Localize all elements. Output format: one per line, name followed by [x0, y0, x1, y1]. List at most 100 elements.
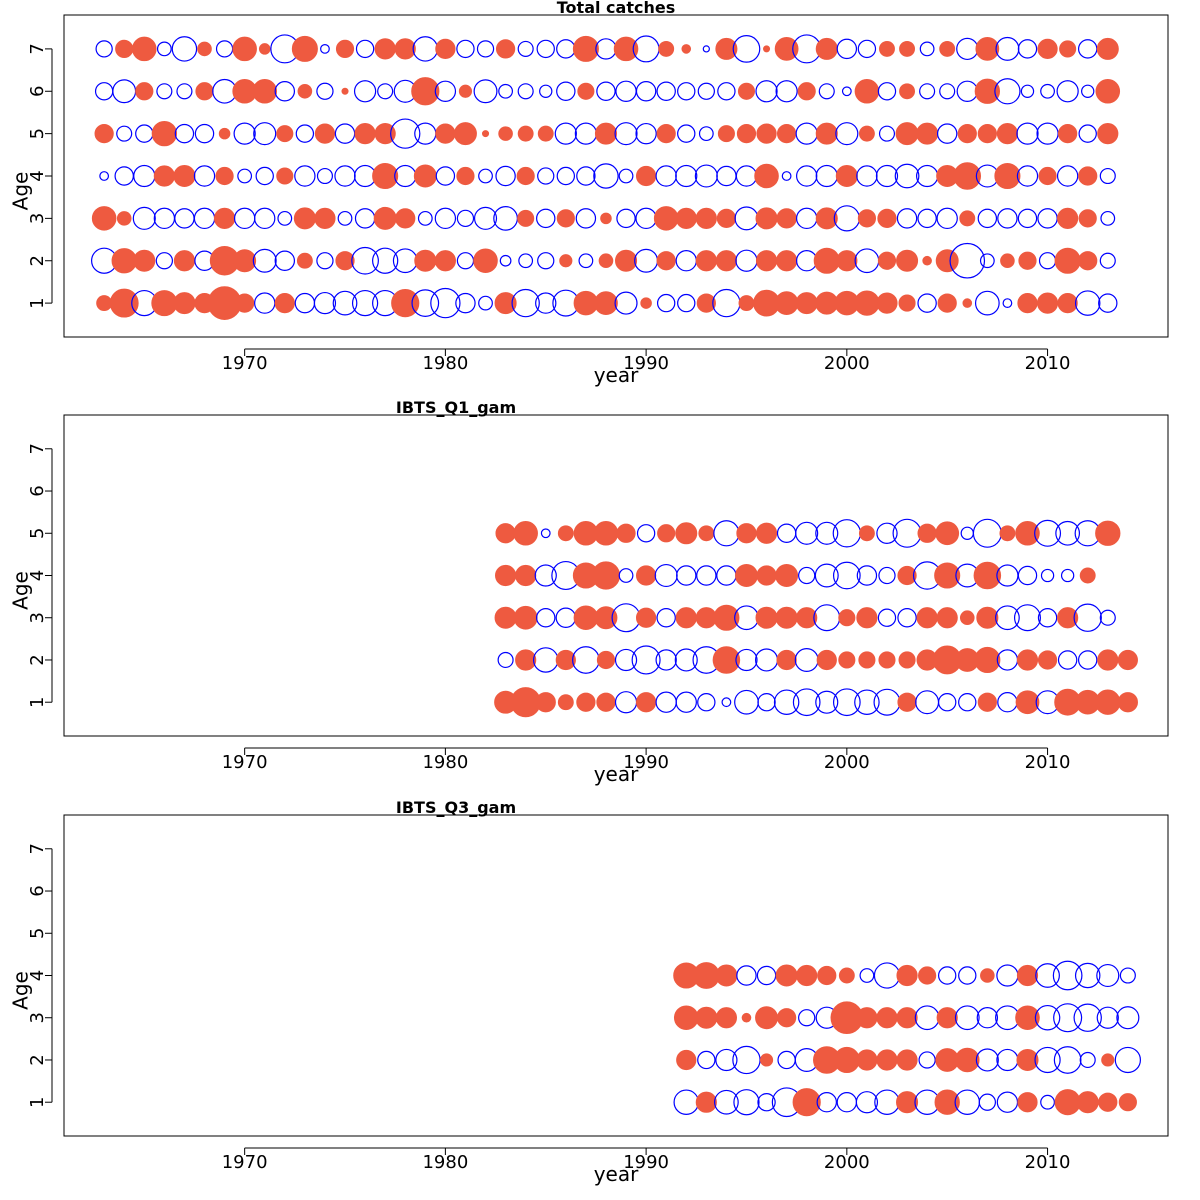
bubble-negative [654, 563, 678, 588]
bubble-negative [833, 205, 860, 232]
y-tick-label: 4 [27, 570, 48, 581]
bubble-positive [498, 126, 513, 141]
bubble-positive [835, 164, 858, 188]
bubble-positive [1057, 292, 1078, 314]
bubble-negative [974, 290, 1000, 316]
bubble-negative [473, 206, 498, 230]
bubble-positive [695, 1006, 718, 1029]
bubble-negative [540, 528, 551, 539]
bubble-positive [715, 1007, 737, 1029]
bubble-positive [557, 694, 574, 711]
bubble-negative [832, 688, 861, 717]
bubble-positive [535, 692, 556, 713]
bubble-positive [1037, 38, 1058, 60]
bubble-negative [1099, 609, 1116, 626]
bubble-negative [334, 123, 356, 144]
bubble-negative [835, 122, 859, 146]
bubble-positive [91, 206, 117, 231]
bubble-negative [1074, 962, 1101, 989]
bubble-positive [916, 607, 938, 629]
bubble-positive [657, 524, 676, 543]
bubble-negative [556, 81, 576, 101]
bubble-negative [536, 208, 556, 229]
bubble-negative [495, 165, 516, 187]
bubble-negative [917, 208, 937, 229]
x-tick-label: 1990 [623, 752, 669, 773]
bubble-negative [776, 523, 797, 543]
bubble-negative [497, 651, 514, 669]
bubble-positive [613, 36, 639, 62]
bubble-positive [557, 525, 574, 542]
bubble-negative [332, 290, 358, 316]
bubble-negative [155, 252, 174, 270]
bubble-positive [1015, 520, 1040, 546]
bubble-positive [458, 84, 473, 98]
bubble-negative [795, 122, 818, 145]
x-tick-label: 2010 [1025, 353, 1071, 374]
bubble-positive [858, 125, 875, 142]
bubble-positive [1098, 1092, 1118, 1112]
bubble-positive [297, 83, 313, 99]
bubble-positive [594, 291, 618, 315]
bubble-positive [795, 292, 818, 315]
bubble-positive [291, 35, 318, 62]
bubble-positive [135, 82, 154, 101]
bubble-negative [277, 210, 293, 226]
bubble-negative [832, 561, 861, 590]
bubble-negative [193, 165, 216, 187]
bubble-positive [115, 39, 134, 58]
bubble-positive [716, 208, 737, 228]
bubble-positive [573, 605, 599, 631]
bubble-negative [434, 207, 457, 230]
bubble-negative [856, 565, 878, 586]
panel-title: Total catches [557, 0, 675, 17]
bubble-positive [935, 521, 960, 546]
bubble-negative [1016, 122, 1039, 145]
bubble-positive [252, 78, 278, 104]
bubble-negative [914, 1005, 940, 1031]
x-tick-label: 2000 [824, 752, 870, 773]
bubble-negative [1017, 39, 1038, 59]
bubble-positive [656, 251, 676, 271]
bubble-negative [874, 1089, 900, 1115]
y-tick-label: 6 [27, 485, 48, 496]
bubble-negative [537, 167, 555, 185]
bubble-positive [151, 290, 178, 317]
bubble-negative [1073, 603, 1102, 632]
bubble-negative [274, 81, 296, 102]
bubble-negative [456, 209, 475, 228]
bubble-positive [759, 1053, 774, 1067]
bubble-positive [838, 609, 856, 627]
bubble-negative [873, 962, 901, 989]
bubble-positive [813, 247, 840, 274]
bubble-negative [411, 289, 440, 317]
bubble-negative [1077, 650, 1098, 670]
x-tick-label: 1970 [222, 752, 268, 773]
bubble-positive [173, 250, 196, 272]
bubble-negative [796, 165, 818, 187]
bubble-negative [498, 83, 514, 99]
bubble-negative [412, 36, 439, 62]
bubble-positive [658, 40, 675, 57]
bubble-negative [351, 289, 379, 317]
bubble-negative [574, 122, 598, 145]
plot-frame [63, 414, 1169, 737]
bubble-negative [936, 123, 958, 144]
bubble-positive [372, 162, 399, 190]
bubble-positive [235, 293, 255, 313]
bubble-negative [995, 36, 1020, 61]
bubble-positive [373, 206, 397, 230]
bubble-positive [559, 254, 573, 268]
bubble-negative [1057, 650, 1078, 670]
bubble-negative [1002, 298, 1013, 309]
bubble-negative [956, 37, 979, 61]
bubble-negative [1034, 1004, 1061, 1031]
bubble-positive [917, 523, 937, 543]
bubble-negative [1037, 208, 1058, 229]
bubble-series [673, 960, 1141, 1118]
bubble-positive [675, 607, 697, 629]
bubble-positive [591, 561, 621, 590]
y-tick-label: 4 [27, 970, 48, 981]
bubble-negative [836, 1091, 858, 1113]
